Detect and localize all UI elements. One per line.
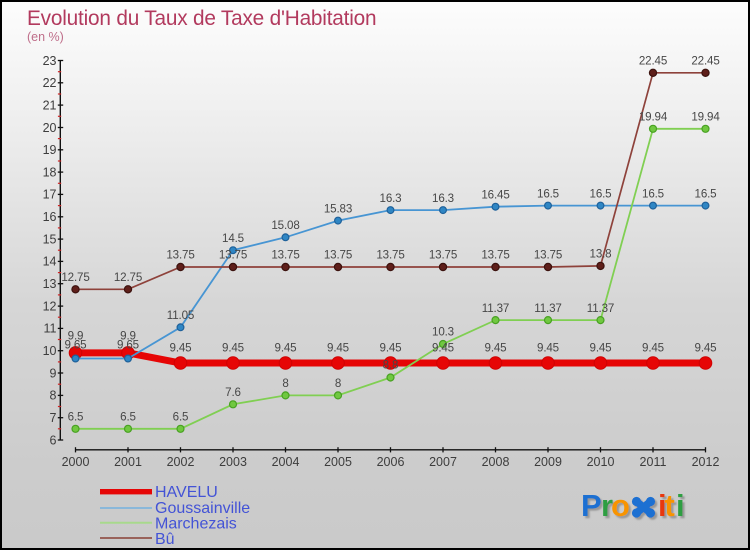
svg-text:12.75: 12.75 bbox=[61, 271, 89, 284]
svg-text:11.37: 11.37 bbox=[534, 302, 561, 315]
svg-text:2000: 2000 bbox=[62, 455, 90, 469]
svg-text:13: 13 bbox=[43, 277, 57, 291]
svg-text:9.45: 9.45 bbox=[170, 342, 192, 355]
svg-text:19.94: 19.94 bbox=[639, 111, 668, 124]
svg-text:22: 22 bbox=[43, 76, 57, 90]
svg-text:16.45: 16.45 bbox=[481, 188, 509, 201]
svg-text:2011: 2011 bbox=[640, 455, 667, 469]
svg-text:Evolution du Taux de Taxe d'Ha: Evolution du Taux de Taxe d'Habitation bbox=[27, 7, 376, 30]
svg-text:t: t bbox=[665, 488, 675, 523]
svg-text:9.65: 9.65 bbox=[65, 339, 87, 352]
svg-text:9.45: 9.45 bbox=[222, 342, 244, 355]
svg-text:13.75: 13.75 bbox=[219, 249, 247, 262]
svg-text:o: o bbox=[611, 488, 630, 523]
svg-text:9.45: 9.45 bbox=[642, 342, 664, 355]
svg-text:HAVELU: HAVELU bbox=[155, 484, 218, 501]
svg-text:17: 17 bbox=[43, 188, 57, 202]
svg-text:16.3: 16.3 bbox=[432, 192, 454, 205]
svg-text:12: 12 bbox=[43, 299, 57, 313]
svg-text:11.05: 11.05 bbox=[167, 309, 194, 322]
svg-text:2008: 2008 bbox=[482, 455, 510, 469]
svg-text:13.8: 13.8 bbox=[590, 248, 612, 261]
svg-text:11.37: 11.37 bbox=[482, 302, 509, 315]
svg-text:Bû: Bû bbox=[155, 531, 175, 548]
svg-text:13.75: 13.75 bbox=[166, 249, 194, 262]
svg-text:i: i bbox=[676, 488, 685, 523]
svg-text:9.45: 9.45 bbox=[432, 342, 454, 355]
svg-text:19.94: 19.94 bbox=[691, 111, 720, 124]
svg-text:21: 21 bbox=[43, 98, 57, 112]
svg-text:11.37: 11.37 bbox=[587, 302, 614, 315]
svg-text:13.75: 13.75 bbox=[534, 249, 562, 262]
svg-text:Goussainville: Goussainville bbox=[155, 500, 250, 517]
svg-text:6.5: 6.5 bbox=[173, 411, 189, 424]
svg-text:2006: 2006 bbox=[377, 455, 405, 469]
svg-text:(en %): (en %) bbox=[27, 30, 64, 44]
svg-text:8.8: 8.8 bbox=[383, 359, 399, 372]
svg-text:2001: 2001 bbox=[114, 455, 142, 469]
svg-text:19: 19 bbox=[43, 143, 57, 157]
svg-text:6.5: 6.5 bbox=[68, 411, 84, 424]
svg-text:9.65: 9.65 bbox=[117, 339, 139, 352]
svg-text:i: i bbox=[658, 488, 667, 523]
svg-text:9.45: 9.45 bbox=[695, 342, 717, 355]
svg-text:12.75: 12.75 bbox=[114, 271, 142, 284]
svg-text:9.45: 9.45 bbox=[380, 342, 402, 355]
svg-text:P: P bbox=[581, 488, 602, 523]
svg-text:22.45: 22.45 bbox=[639, 55, 667, 68]
svg-text:6: 6 bbox=[50, 433, 57, 447]
svg-text:8: 8 bbox=[335, 377, 341, 390]
svg-text:14.5: 14.5 bbox=[222, 232, 244, 245]
svg-text:11: 11 bbox=[44, 322, 57, 336]
svg-text:2007: 2007 bbox=[429, 455, 457, 469]
svg-text:2012: 2012 bbox=[692, 455, 720, 469]
svg-text:8: 8 bbox=[50, 389, 57, 403]
svg-text:Marchezais: Marchezais bbox=[155, 515, 237, 532]
svg-text:16.5: 16.5 bbox=[590, 187, 612, 200]
svg-text:2009: 2009 bbox=[534, 455, 562, 469]
svg-text:13.75: 13.75 bbox=[376, 249, 404, 262]
svg-text:23: 23 bbox=[43, 54, 57, 68]
svg-text:20: 20 bbox=[43, 121, 57, 135]
svg-text:10.3: 10.3 bbox=[432, 326, 454, 339]
svg-text:15.83: 15.83 bbox=[324, 202, 352, 215]
svg-text:2010: 2010 bbox=[587, 455, 615, 469]
svg-text:16: 16 bbox=[43, 210, 57, 224]
svg-text:9: 9 bbox=[50, 366, 57, 380]
svg-text:15.08: 15.08 bbox=[271, 219, 299, 232]
svg-text:9.45: 9.45 bbox=[485, 342, 507, 355]
svg-text:14: 14 bbox=[43, 255, 57, 269]
svg-text:7.6: 7.6 bbox=[225, 386, 241, 399]
svg-text:9.9: 9.9 bbox=[68, 330, 84, 343]
svg-text:16.3: 16.3 bbox=[380, 192, 402, 205]
svg-text:13.75: 13.75 bbox=[429, 249, 457, 262]
svg-text:9.45: 9.45 bbox=[275, 342, 297, 355]
svg-text:7: 7 bbox=[50, 411, 57, 425]
svg-text:9.9: 9.9 bbox=[120, 330, 136, 343]
svg-text:r: r bbox=[601, 488, 613, 523]
svg-text:13.75: 13.75 bbox=[324, 249, 352, 262]
svg-text:18: 18 bbox=[43, 165, 57, 179]
svg-text:9.45: 9.45 bbox=[537, 342, 559, 355]
svg-text:9.45: 9.45 bbox=[327, 342, 349, 355]
svg-text:16.5: 16.5 bbox=[642, 187, 664, 200]
svg-text:16.5: 16.5 bbox=[537, 187, 559, 200]
svg-text:10: 10 bbox=[43, 344, 57, 358]
svg-text:9.45: 9.45 bbox=[590, 342, 612, 355]
svg-text:13.75: 13.75 bbox=[271, 249, 299, 262]
svg-text:2003: 2003 bbox=[219, 455, 247, 469]
svg-text:2004: 2004 bbox=[272, 455, 300, 469]
svg-text:15: 15 bbox=[43, 232, 57, 246]
svg-text:2005: 2005 bbox=[324, 455, 352, 469]
svg-text:2002: 2002 bbox=[167, 455, 195, 469]
svg-text:13.75: 13.75 bbox=[481, 249, 509, 262]
svg-text:8: 8 bbox=[282, 377, 288, 390]
svg-text:22.45: 22.45 bbox=[691, 55, 719, 68]
svg-text:16.5: 16.5 bbox=[695, 187, 717, 200]
svg-text:6.5: 6.5 bbox=[120, 411, 136, 424]
